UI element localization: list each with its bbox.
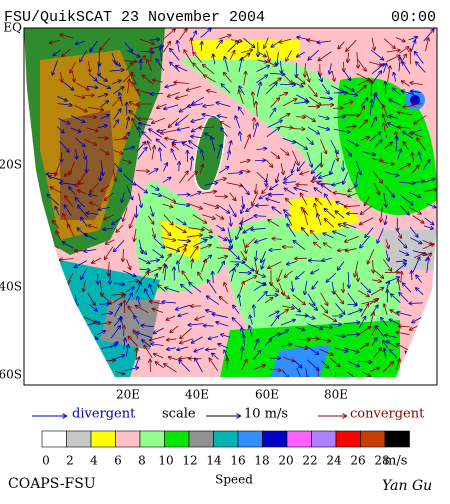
- wind-arrow: [58, 306, 69, 313]
- lat-label: 60S: [0, 368, 22, 382]
- wind-arrow: [84, 360, 93, 366]
- wind-arrow: [84, 349, 95, 355]
- wind-arrow: [419, 337, 426, 342]
- wind-arrow: [59, 337, 72, 343]
- colorbar-label: 18: [254, 454, 269, 468]
- wind-arrow: [297, 339, 310, 340]
- colorbar-label: 0: [42, 454, 50, 468]
- wind-arrow: [61, 350, 67, 357]
- wind-arrow: [255, 160, 265, 161]
- lon-label: 40E: [185, 388, 209, 402]
- wind-arrow: [413, 347, 425, 348]
- colorbar-label: 10: [158, 454, 173, 468]
- footer-center: Speed: [215, 473, 253, 487]
- colorbar-swatch: [312, 431, 337, 447]
- colorbar-label: 6: [114, 454, 122, 468]
- wind-arrow: [396, 136, 397, 151]
- wind-map: [24, 28, 437, 384]
- colorbar-label: 22: [302, 454, 317, 468]
- wind-arrow: [73, 313, 82, 317]
- lat-label: 40S: [0, 280, 22, 294]
- colorbar-swatch: [91, 431, 116, 447]
- colorbar-swatch: [116, 431, 141, 447]
- footer-left: COAPS-FSU: [8, 476, 96, 492]
- wind-arrow: [405, 351, 412, 359]
- wind-arrow: [61, 360, 70, 371]
- wind-arrow: [100, 372, 106, 380]
- colorbar-label: 20: [278, 454, 293, 468]
- wind-arrow: [63, 293, 67, 301]
- lon-label: 80E: [324, 388, 348, 402]
- colorbar-label: 12: [182, 454, 197, 468]
- colorbar-label: 4: [90, 454, 98, 468]
- colorbar-swatch: [42, 431, 67, 447]
- colorbar-label: 24: [326, 454, 342, 468]
- wind-arrow: [71, 369, 72, 383]
- lon-label: 60E: [255, 388, 279, 402]
- colorbar-swatch: [263, 431, 288, 447]
- legend-convergent: convergent: [350, 407, 425, 422]
- colorbar-label: 14: [206, 454, 222, 468]
- lat-label: EQ: [3, 21, 22, 35]
- wind-arrow: [71, 349, 80, 359]
- colorbar-swatch: [385, 431, 410, 447]
- wind-arrow: [50, 270, 60, 274]
- colorbar-label: 2: [66, 454, 74, 468]
- wind-arrow: [74, 358, 85, 365]
- speed-field: [410, 95, 420, 105]
- wind-arrow: [410, 352, 421, 361]
- colorbar-swatch: [140, 431, 165, 447]
- colorbar-label: 16: [230, 454, 245, 468]
- title: FSU/QuikSCAT 23 November 2004: [4, 9, 265, 26]
- wind-arrow: [60, 314, 69, 322]
- colorbar-label: 8: [138, 454, 146, 468]
- colorbar-swatch: [336, 431, 361, 447]
- wind-arrow: [53, 282, 58, 297]
- wind-arrow: [110, 269, 111, 283]
- colorbar-swatch: [165, 431, 190, 447]
- time: 00:00: [391, 9, 436, 26]
- colorbar-swatch: [67, 431, 92, 447]
- legend-scale-value: 10 m/s: [244, 407, 288, 422]
- lat-label: 20S: [0, 158, 22, 172]
- colorbar-swatch: [189, 431, 214, 447]
- colorbar-unit: m/s: [384, 454, 407, 469]
- wind-arrow: [124, 326, 125, 336]
- legend-scale: scale: [162, 407, 196, 422]
- colorbar-swatch: [214, 431, 239, 447]
- colorbar-swatch: [287, 431, 312, 447]
- colorbar-swatch: [238, 431, 263, 447]
- wind-arrow: [371, 81, 372, 96]
- wind-arrow: [72, 335, 83, 338]
- wind-arrow: [73, 326, 82, 330]
- wind-arrow: [343, 115, 359, 116]
- lon-label: 20E: [116, 388, 140, 402]
- wind-arrow: [419, 360, 426, 368]
- wind-arrow: [62, 327, 72, 328]
- wind-arrow: [411, 271, 412, 280]
- legend-divergent: divergent: [72, 407, 136, 422]
- wind-arrow: [85, 370, 92, 381]
- wind-arrow: [179, 162, 180, 171]
- lon-labels: 20E 40E 60E 80E: [116, 388, 348, 402]
- colorbar-label: 26: [350, 454, 365, 468]
- wind-arrow: [58, 369, 60, 379]
- wind-arrow: [411, 359, 413, 372]
- footer-right: Yan Gu: [382, 478, 432, 494]
- wind-arrow: [320, 327, 332, 328]
- colorbar-swatch: [361, 431, 386, 447]
- lat-labels: EQ 20S 40S 60S: [0, 21, 22, 382]
- speed-field: [380, 230, 437, 270]
